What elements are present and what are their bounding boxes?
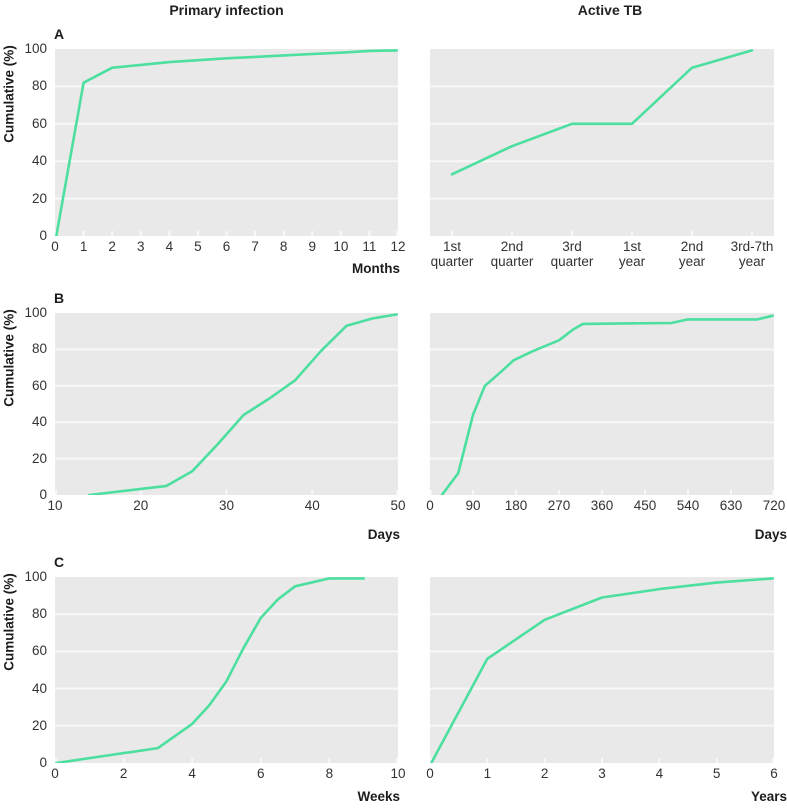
y-tick: 40: [31, 680, 47, 696]
x-tick: 2: [540, 766, 549, 781]
chart-active-tb-days: 0 90 180 270 360 450 540 630 720 Days: [426, 313, 787, 542]
x-tick: 720: [762, 498, 786, 513]
x-tick: 50: [390, 498, 406, 513]
x-tick-labels: 0 1 2 3 4 5 6 7 8 9 10 11 12: [51, 236, 405, 270]
x-tick: 1: [79, 239, 88, 254]
y-tick: 80: [31, 341, 47, 357]
x-tick: 9: [308, 239, 317, 254]
chart-primary-infection-weeks: C Cumulative (%) 0 20 40 60 80 100 0 2 4 6 8 10 We…: [2, 554, 406, 804]
panel-letter-a: A: [54, 26, 65, 42]
cumulative-line: [450, 49, 754, 176]
x-tick: 6: [222, 239, 231, 254]
x-tick-labels: 1st quarter 2nd quarter 3rd quarter 1st year 2nd…: [430, 236, 774, 270]
x-tick: 90: [465, 498, 481, 513]
x-tick: 0: [426, 766, 434, 781]
x-tick: 20: [133, 498, 149, 513]
x-tick: 5: [712, 766, 721, 781]
panel-letter-b: B: [54, 290, 65, 306]
y-tick: 20: [31, 717, 47, 733]
x-tick: 540: [676, 498, 700, 513]
x-tick: 360: [590, 498, 614, 513]
x-axis-label-weeks: Weeks: [357, 789, 400, 804]
x-tick: 4: [165, 239, 174, 254]
y-tick: 80: [31, 606, 47, 622]
plot-area-svg: [55, 49, 398, 236]
x-tick: 630: [719, 498, 743, 513]
y-tick: 80: [31, 78, 47, 94]
y-tick: 40: [31, 153, 47, 169]
x-tick: 11: [362, 239, 377, 254]
x-tick: 2: [119, 766, 128, 781]
y-tick: 0: [39, 487, 47, 502]
x-tick: 3rd-7th year: [730, 239, 774, 269]
x-tick-labels: 0 1 2 3 4 5 6: [426, 763, 778, 797]
cumulative-line: [440, 314, 774, 495]
y-tick: 100: [24, 569, 47, 584]
x-tick: 0: [426, 498, 434, 513]
plot-area-svg: [430, 49, 774, 236]
chart-primary-infection-days: B Cumulative (%) 0 20 40 60 80 100 10 20 30 40 50…: [2, 290, 406, 542]
x-tick: 10: [333, 239, 349, 254]
x-tick: 450: [633, 498, 657, 513]
x-tick: 270: [547, 498, 571, 513]
x-tick: 180: [504, 498, 528, 513]
x-tick: 1st year: [618, 239, 646, 269]
y-tick: 60: [31, 115, 47, 131]
cumulative-line: [430, 577, 774, 763]
x-tick: 2nd quarter: [490, 239, 534, 269]
y-tick: 100: [24, 41, 47, 56]
x-tick: 4: [655, 766, 664, 781]
x-tick: 8: [325, 766, 334, 781]
x-tick-labels: 10 20 30 40 50: [47, 495, 405, 529]
plot-area-svg: [430, 577, 774, 763]
y-tick: 20: [31, 190, 47, 206]
x-tick: 2nd year: [678, 239, 706, 269]
chart-active-tb-years: 0 1 2 3 4 5 6 Years: [426, 577, 787, 804]
y-tick: 60: [31, 643, 47, 659]
x-tick: 3: [136, 239, 145, 254]
x-tick: 6: [770, 766, 778, 781]
x-tick: 10: [390, 766, 406, 781]
x-tick: 10: [47, 498, 63, 513]
x-tick: 1st quarter: [430, 239, 474, 269]
column-title-primary-infection: Primary infection: [169, 2, 284, 18]
x-tick: 0: [51, 239, 59, 254]
x-tick-labels: 0 2 4 6 8 10: [51, 763, 405, 797]
x-tick: 12: [390, 239, 406, 254]
x-tick: 4: [188, 766, 196, 781]
x-tick: 3rd quarter: [550, 239, 594, 269]
x-tick: 30: [218, 498, 235, 513]
x-tick-labels: 0 90 180 270 360 450 540 630 720: [426, 495, 785, 529]
cumulative-line: [55, 49, 398, 236]
y-tick: 0: [39, 755, 47, 770]
y-tick: 40: [31, 414, 47, 430]
cumulative-line: [55, 577, 366, 763]
x-axis-label-months: Months: [352, 261, 400, 276]
column-title-active-tb: Active TB: [577, 2, 643, 18]
y-tick: 60: [31, 377, 47, 393]
plot-area-svg: [55, 577, 398, 763]
x-axis-label-days: Days: [754, 527, 787, 542]
cumulative-line: [87, 313, 398, 495]
x-tick: 1: [483, 766, 492, 781]
x-tick: 40: [304, 498, 320, 513]
y-tick: 100: [24, 305, 47, 320]
plot-area-svg: [55, 313, 398, 495]
chart-active-tb-quarters: 1st quarter 2nd quarter 3rd quarter 1st year 2nd…: [430, 49, 774, 268]
x-axis-label-years: Years: [750, 789, 787, 804]
y-tick: 0: [39, 228, 47, 243]
plot-area-svg: [430, 313, 774, 495]
x-tick: 7: [251, 239, 259, 254]
panel-letter-c: C: [54, 554, 65, 570]
x-tick: 8: [279, 239, 288, 254]
x-tick: 0: [51, 766, 59, 781]
x-axis-label-days: Days: [367, 527, 400, 542]
x-tick: 5: [194, 239, 202, 254]
x-tick: 2: [108, 239, 116, 254]
y-tick: 20: [31, 450, 47, 466]
x-tick: 3: [598, 766, 606, 781]
x-tick: 6: [257, 766, 265, 781]
